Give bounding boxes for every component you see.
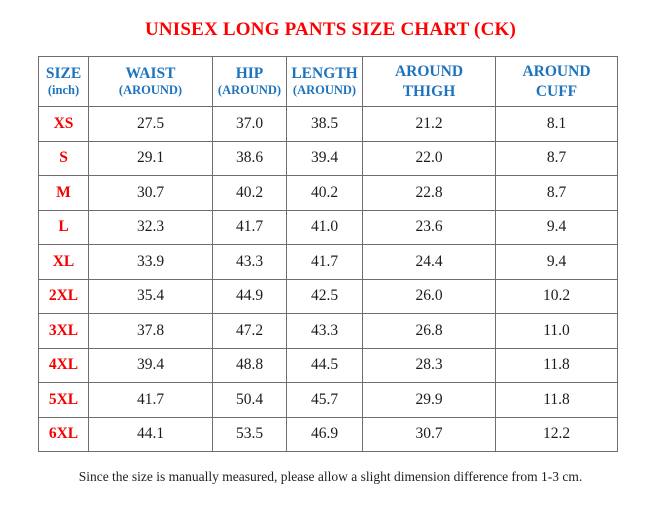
table-cell: 9.4 (495, 244, 618, 280)
header-cell-around-thigh: AROUND THIGH (362, 56, 496, 107)
table-cell: 44.9 (212, 278, 287, 314)
header-cell-length: LENGTH (AROUND) (286, 56, 363, 107)
table-cell: 48.8 (212, 347, 287, 383)
table-cell: 30.7 (362, 416, 496, 452)
table-cell: 38.5 (286, 106, 363, 142)
table-cell: 28.3 (362, 347, 496, 383)
table-cell: 29.1 (88, 140, 213, 176)
size-label: 2XL (38, 278, 89, 314)
table-row: S 29.1 38.6 39.4 22.0 8.7 (38, 140, 618, 176)
table-cell: 43.3 (212, 244, 287, 280)
table-row: 2XL 35.4 44.9 42.5 26.0 10.2 (38, 278, 618, 314)
table-cell: 29.9 (362, 382, 496, 418)
table-cell: 40.2 (212, 175, 287, 211)
table-cell: 50.4 (212, 382, 287, 418)
table-cell: 10.2 (495, 278, 618, 314)
table-body: XS 27.5 37.0 38.5 21.2 8.1 S 29.1 38.6 39.4 22.0 8.… (38, 106, 618, 452)
header-size-label: SIZE (45, 65, 82, 82)
table-cell: 11.0 (495, 313, 618, 349)
size-label: L (38, 209, 89, 245)
size-label: S (38, 140, 89, 176)
table-cell: 41.7 (212, 209, 287, 245)
table-cell: 44.5 (286, 347, 363, 383)
table-cell: 30.7 (88, 175, 213, 211)
size-chart-table: SIZE (inch) WAIST (AROUND) HIP (AROUND) … (38, 56, 618, 452)
table-cell: 45.7 (286, 382, 363, 418)
table-cell: 26.0 (362, 278, 496, 314)
table-cell: 53.5 (212, 416, 287, 452)
table-cell: 38.6 (212, 140, 287, 176)
table-cell: 41.7 (88, 382, 213, 418)
header-cuff-line1: AROUND (522, 63, 591, 81)
table-cell: 26.8 (362, 313, 496, 349)
header-waist-label: WAIST (125, 65, 176, 82)
size-label: XS (38, 106, 89, 142)
table-cell: 21.2 (362, 106, 496, 142)
table-cell: 41.7 (286, 244, 363, 280)
table-cell: 11.8 (495, 347, 618, 383)
table-cell: 22.0 (362, 140, 496, 176)
table-cell: 24.4 (362, 244, 496, 280)
table-cell: 37.8 (88, 313, 213, 349)
table-row: XL 33.9 43.3 41.7 24.4 9.4 (38, 244, 618, 280)
header-thigh-line2: THIGH (402, 82, 456, 100)
table-cell: 42.5 (286, 278, 363, 314)
table-cell: 39.4 (286, 140, 363, 176)
table-cell: 8.7 (495, 140, 618, 176)
footer-note: Since the size is manually measured, ple… (78, 469, 583, 484)
size-label: 6XL (38, 416, 89, 452)
table-cell: 23.6 (362, 209, 496, 245)
table-cell: 46.9 (286, 416, 363, 452)
header-length-label: LENGTH (291, 65, 358, 82)
size-label: XL (38, 244, 89, 280)
table-cell: 27.5 (88, 106, 213, 142)
table-cell: 11.8 (495, 382, 618, 418)
header-thigh-line1: AROUND (394, 63, 464, 81)
table-row: 4XL 39.4 48.8 44.5 28.3 11.8 (38, 347, 618, 383)
header-size-unit: (inch) (47, 83, 80, 98)
table-header: SIZE (inch) WAIST (AROUND) HIP (AROUND) … (38, 56, 618, 107)
table-row: XS 27.5 37.0 38.5 21.2 8.1 (38, 106, 618, 142)
header-cell-size: SIZE (inch) (38, 56, 89, 107)
table-cell: 22.8 (362, 175, 496, 211)
header-cell-hip: HIP (AROUND) (212, 56, 287, 107)
table-cell: 35.4 (88, 278, 213, 314)
table-cell: 33.9 (88, 244, 213, 280)
header-hip-label: HIP (235, 65, 264, 82)
size-label: 5XL (38, 382, 89, 418)
table-cell: 32.3 (88, 209, 213, 245)
table-cell: 47.2 (212, 313, 287, 349)
table-row: M 30.7 40.2 40.2 22.8 8.7 (38, 175, 618, 211)
table-cell: 39.4 (88, 347, 213, 383)
table-cell: 37.0 (212, 106, 287, 142)
size-label: M (38, 175, 89, 211)
table-cell: 40.2 (286, 175, 363, 211)
header-waist-sub: (AROUND) (118, 83, 183, 98)
table-cell: 12.2 (495, 416, 618, 452)
table-cell: 9.4 (495, 209, 618, 245)
header-row: SIZE (inch) WAIST (AROUND) HIP (AROUND) … (38, 56, 618, 107)
header-cell-waist: WAIST (AROUND) (88, 56, 213, 107)
header-hip-sub: (AROUND) (217, 83, 282, 98)
size-label: 3XL (38, 313, 89, 349)
table-row: L 32.3 41.7 41.0 23.6 9.4 (38, 209, 618, 245)
table-cell: 44.1 (88, 416, 213, 452)
table-row: 5XL 41.7 50.4 45.7 29.9 11.8 (38, 382, 618, 418)
table-cell: 8.1 (495, 106, 618, 142)
header-cell-around-cuff: AROUND CUFF (495, 56, 618, 107)
table-cell: 43.3 (286, 313, 363, 349)
page-title: UNISEX LONG PANTS SIZE CHART (CK) (144, 19, 517, 40)
table-row: 6XL 44.1 53.5 46.9 30.7 12.2 (38, 416, 618, 452)
table-cell: 8.7 (495, 175, 618, 211)
header-cuff-line2: CUFF (535, 82, 578, 100)
table-cell: 41.0 (286, 209, 363, 245)
header-length-sub: (AROUND) (292, 83, 357, 98)
table-row: 3XL 37.8 47.2 43.3 26.8 11.0 (38, 313, 618, 349)
size-label: 4XL (38, 347, 89, 383)
